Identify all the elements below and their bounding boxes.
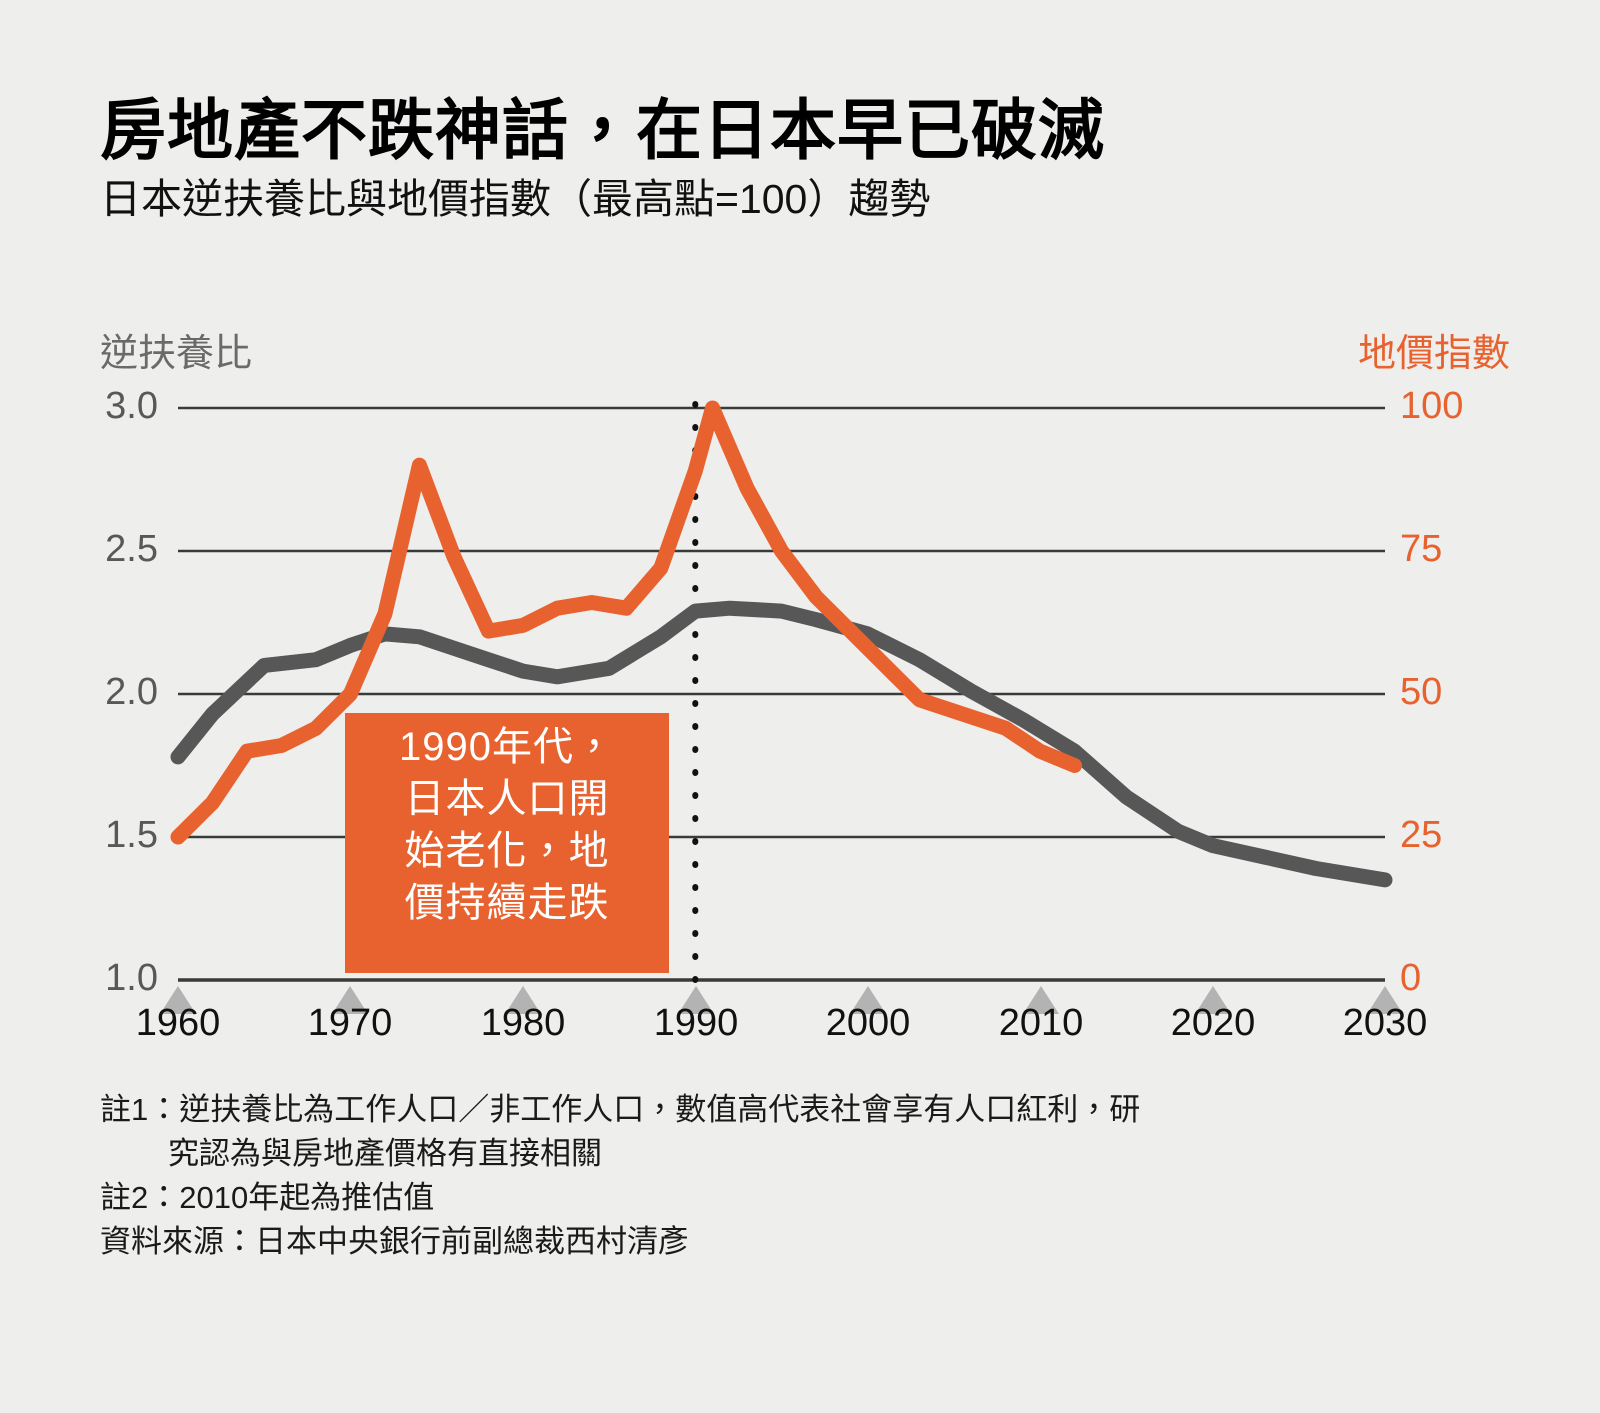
x-tick-1960: 1960 <box>135 1002 221 1044</box>
annotation-line-4: 價持續走跌 <box>404 881 610 925</box>
footnote-2: 註2：2010年起為推估值 <box>100 1180 435 1216</box>
x-tick-1980: 1980 <box>480 1002 566 1044</box>
y-right-tick-0: 0 <box>1400 957 1422 999</box>
y-right-tick-50: 50 <box>1400 671 1443 713</box>
source-line: 資料來源：日本中央銀行前副總裁西村清彥 <box>100 1224 689 1260</box>
series-land-price-index <box>170 400 1083 845</box>
y-left-tick-2: 2.0 <box>105 671 158 713</box>
y-left-tick-3: 3.0 <box>105 385 158 427</box>
y-left-tick-1: 1.0 <box>105 957 158 999</box>
footnotes: 註1：逆扶養比為工作人口／非工作人口，數值高代表社會享有人口紅利，研 究認為與房… <box>100 1088 1540 1264</box>
y-left-tick-15: 1.5 <box>105 814 158 856</box>
annotation-callout: 1990年代， 日本人口開 始老化，地 價持續走跌 <box>345 713 669 973</box>
x-tick-2000: 2000 <box>825 1002 911 1044</box>
annotation-line-1: 1990年代， <box>399 725 615 769</box>
x-tick-1990: 1990 <box>653 1002 739 1044</box>
y-right-tick-75: 75 <box>1400 528 1443 570</box>
x-tick-1970: 1970 <box>307 1002 393 1044</box>
x-tick-markers <box>160 986 1403 1014</box>
left-axis-caption: 逆扶養比 <box>100 333 253 375</box>
x-tick-2020: 2020 <box>1170 1002 1256 1044</box>
x-tick-2030: 2030 <box>1342 1002 1428 1044</box>
y-right-tick-25: 25 <box>1400 814 1443 856</box>
header: 房地產不跌神話，在日本早已破滅 日本逆扶養比與地價指數（最高點=100）趨勢 <box>100 93 1520 223</box>
y-right-tick-100: 100 <box>1400 385 1464 427</box>
right-axis-caption: 地價指數 <box>1357 333 1510 375</box>
annotation-line-3: 始老化，地 <box>404 829 610 873</box>
page-subtitle: 日本逆扶養比與地價指數（最高點=100）趨勢 <box>100 176 931 223</box>
annotation-line-2: 日本人口開 <box>404 777 610 821</box>
footnote-1-line-1: 註1：逆扶養比為工作人口／非工作人口，數值高代表社會享有人口紅利，研 <box>100 1092 1141 1127</box>
page-title: 房地產不跌神話，在日本早已破滅 <box>100 93 1105 167</box>
x-tick-2010: 2010 <box>998 1002 1084 1044</box>
y-left-tick-25: 2.5 <box>105 528 158 570</box>
footnote-1-line-2: 究認為與房地產價格有直接相關 <box>168 1136 602 1172</box>
